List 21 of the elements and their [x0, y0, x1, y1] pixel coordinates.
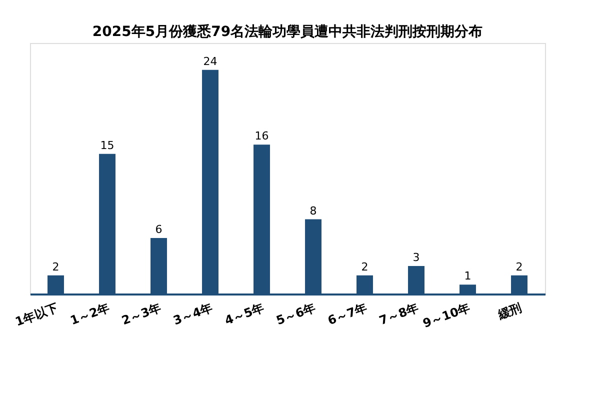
data-label: 15 [100, 138, 114, 152]
x-tick-label: 5～6年 [274, 300, 318, 328]
data-label: 2 [361, 260, 368, 274]
data-label: 1 [464, 270, 472, 283]
x-tick-label: 3～4年 [171, 300, 214, 328]
x-tick-label: 9～10年 [420, 300, 472, 331]
data-label: 16 [254, 130, 269, 143]
x-tick-label: 1～2年 [68, 300, 112, 328]
chart-title: 2025年5月份獲悉79名法輪功學員遭中共非法判刑按刑期分布 [92, 23, 483, 40]
x-tick-label: 7～8年 [377, 300, 420, 328]
x-tick-label: 6～7年 [326, 300, 369, 328]
data-label: 2 [52, 260, 60, 274]
data-label: 8 [310, 204, 317, 218]
data-label: 3 [412, 250, 420, 264]
x-tick-label: 1年以下 [13, 300, 60, 329]
x-tick-label: 4～5年 [222, 300, 266, 328]
x-tick-label: 緩刑 [495, 300, 524, 322]
data-label: 2 [516, 260, 523, 274]
data-label: 6 [155, 222, 162, 236]
data-label: 24 [203, 54, 218, 68]
x-tick-label: 2～3年 [120, 300, 163, 328]
